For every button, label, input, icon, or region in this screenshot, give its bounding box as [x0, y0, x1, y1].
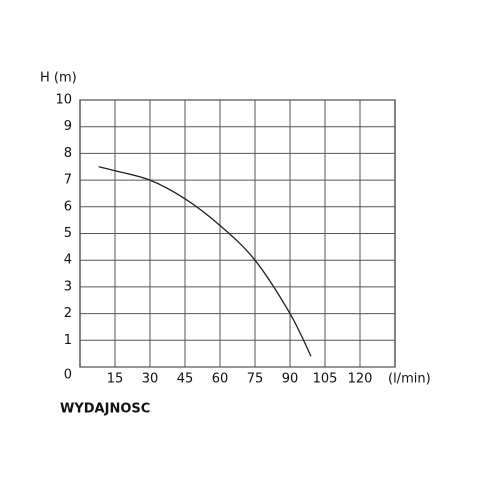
x-tick-label: 120: [348, 372, 373, 387]
x-tick-label: 15: [107, 372, 124, 387]
curve: [98, 166, 312, 357]
y-tick-label: 6: [64, 199, 72, 214]
y-tick-label: 8: [64, 146, 72, 161]
y-tick-label: 7: [64, 173, 72, 188]
x-tick-label: 90: [282, 372, 299, 387]
y-tick-label: 5: [64, 226, 72, 241]
x-tick-label: 45: [177, 372, 194, 387]
y-tick-label: 9: [64, 119, 72, 134]
x-tick-label: 105: [313, 372, 338, 387]
y-tick-label: 2: [64, 306, 72, 321]
y-tick-label: 10: [55, 93, 72, 108]
x-tick-label: 30: [142, 372, 159, 387]
x-tick-label: 75: [247, 372, 264, 387]
x-axis-unit: (l/min): [388, 372, 431, 387]
y-axis-label: H (m): [40, 71, 77, 86]
x-axis-title: WYDAJNOSC: [60, 402, 150, 417]
y-tick-label: 1: [64, 333, 72, 348]
y-tick-label: 4: [64, 253, 72, 268]
x-tick-label: 60: [212, 372, 229, 387]
y-tick-label: 3: [64, 279, 72, 294]
y-tick-label: 0: [64, 368, 72, 383]
